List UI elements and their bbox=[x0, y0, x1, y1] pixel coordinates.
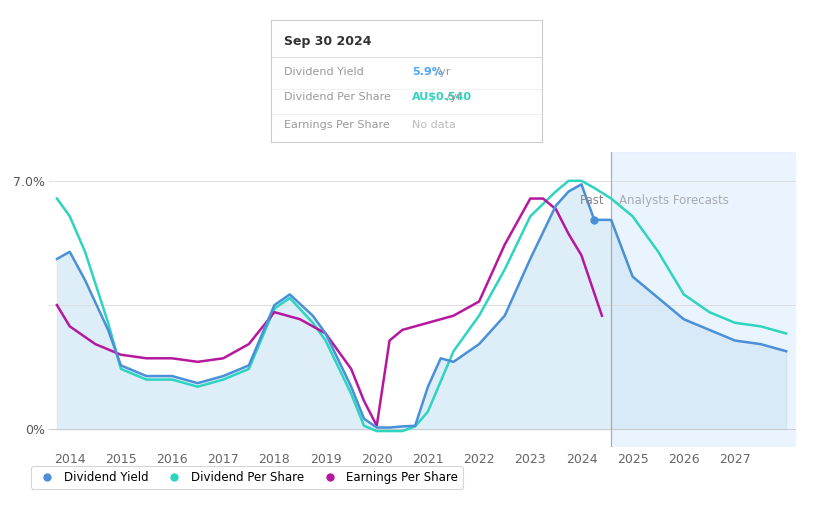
Bar bbox=[611, 152, 796, 447]
Text: Sep 30 2024: Sep 30 2024 bbox=[285, 35, 372, 48]
Text: /yr: /yr bbox=[432, 67, 451, 77]
Text: 5.9%: 5.9% bbox=[412, 67, 443, 77]
Text: /yr: /yr bbox=[443, 92, 461, 102]
Bar bbox=[49, 152, 611, 447]
Text: Earnings Per Share: Earnings Per Share bbox=[285, 120, 390, 130]
Text: No data: No data bbox=[412, 120, 456, 130]
Legend: Dividend Yield, Dividend Per Share, Earnings Per Share: Dividend Yield, Dividend Per Share, Earn… bbox=[30, 466, 463, 489]
Text: Analysts Forecasts: Analysts Forecasts bbox=[619, 194, 729, 207]
Text: Dividend Yield: Dividend Yield bbox=[285, 67, 365, 77]
Text: Dividend Per Share: Dividend Per Share bbox=[285, 92, 392, 102]
Text: AU$0.540: AU$0.540 bbox=[412, 92, 472, 102]
Text: Past: Past bbox=[580, 194, 605, 207]
